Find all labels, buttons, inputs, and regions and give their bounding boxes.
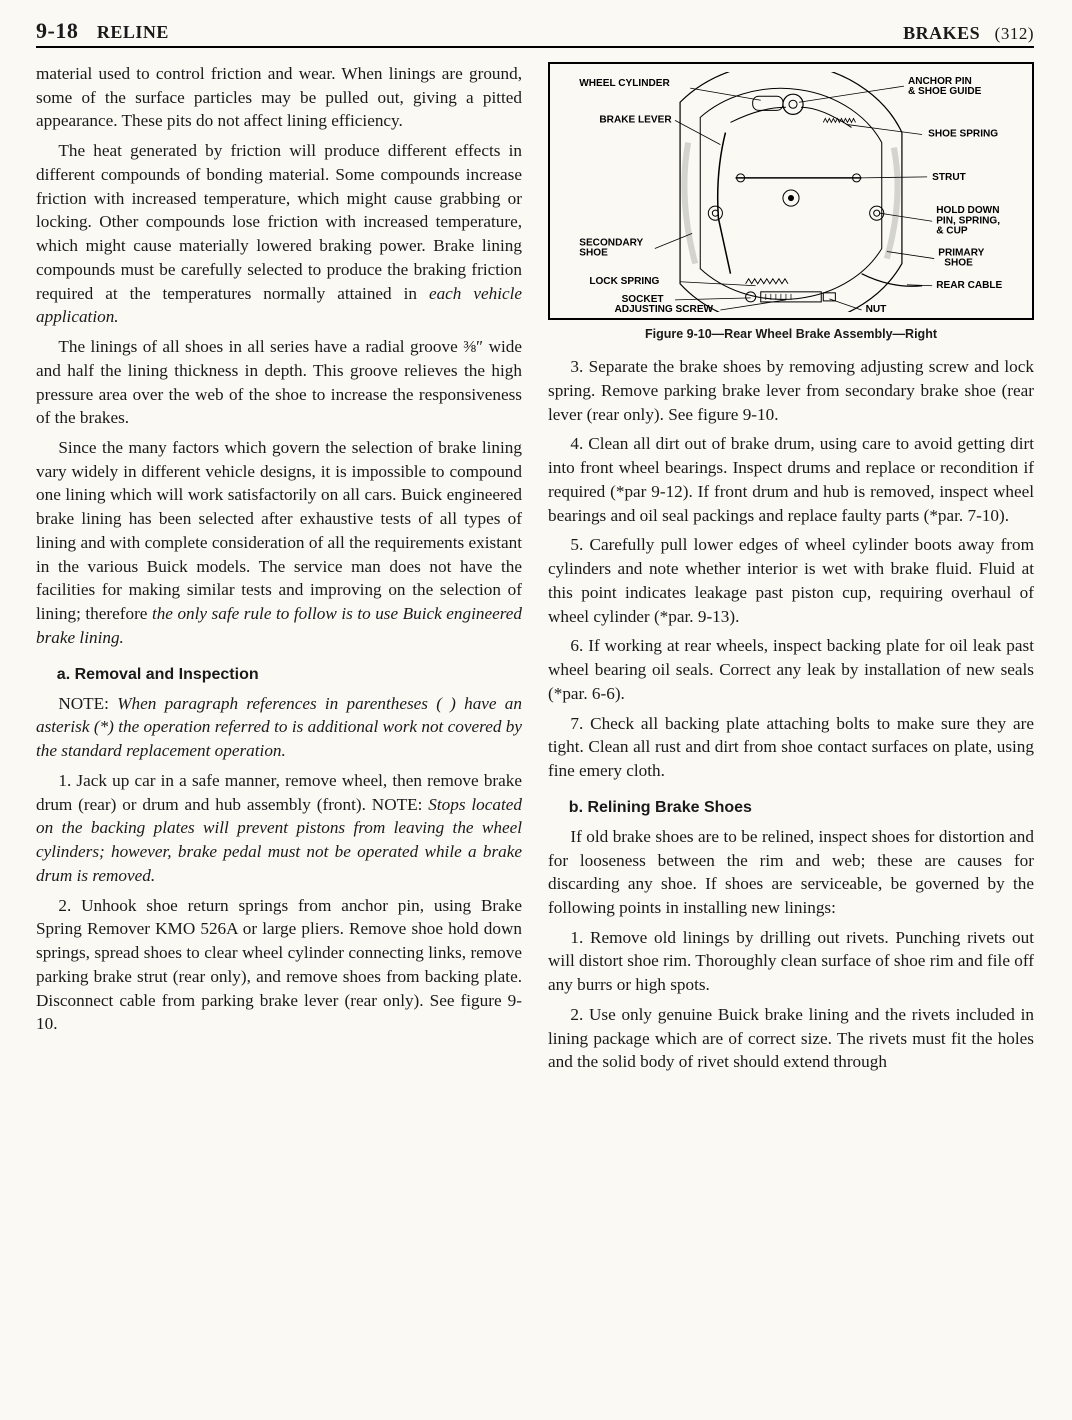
label-hold-down: HOLD DOWNPIN, SPRING,& CUP [936,205,1000,236]
label-nut: NUT [866,304,888,312]
para: The heat generated by friction will prod… [36,139,522,329]
header-right: BRAKES (312) [903,23,1034,44]
para: material used to control friction and we… [36,62,522,133]
right-column: WHEEL CYLINDER BRAKE LEVER ANCHOR PIN& S… [548,62,1034,1080]
step-5: 5. Carefully pull lower edges of wheel c… [548,533,1034,628]
page-header: 9-18 RELINE BRAKES (312) [36,18,1034,48]
figure-9-10: WHEEL CYLINDER BRAKE LEVER ANCHOR PIN& S… [548,62,1034,320]
para: The linings of all shoes in all series h… [36,335,522,430]
note: NOTE: When paragraph references in paren… [36,692,522,763]
subhead-b: b. Relining Brake Shoes [569,797,1034,819]
page-number: (312) [995,24,1034,43]
label-wheel-cylinder: WHEEL CYLINDER [579,78,670,89]
label-anchor-pin: ANCHOR PIN& SHOE GUIDE [908,76,982,97]
step-7: 7. Check all backing plate attaching bol… [548,712,1034,783]
label-rear-cable: REAR CABLE [936,280,1002,291]
para: If old brake shoes are to be relined, in… [548,825,1034,920]
label-strut: STRUT [932,172,966,183]
left-column: material used to control friction and we… [36,62,522,1080]
section-number: 9-18 [36,18,78,43]
note-label: NOTE: [58,694,117,713]
label-brake-lever: BRAKE LEVER [599,114,672,125]
brake-assembly-diagram: WHEEL CYLINDER BRAKE LEVER ANCHOR PIN& S… [556,72,1026,312]
page: 9-18 RELINE BRAKES (312) material used t… [0,0,1072,1420]
text: The heat generated by friction will prod… [36,141,522,302]
step-4: 4. Clean all dirt out of brake drum, usi… [548,432,1034,527]
label-secondary: SECONDARYSHOE [579,237,643,258]
reline-step-1: 1. Remove old linings by drilling out ri… [548,926,1034,997]
label-adj-screw: ADJUSTING SCREW [615,304,714,312]
step-6: 6. If working at rear wheels, inspect ba… [548,634,1034,705]
label-lock-spring: LOCK SPRING [589,276,659,287]
text: Since the many factors which govern the … [36,438,522,623]
label-shoe-spring: SHOE SPRING [928,129,998,140]
step-2: 2. Unhook shoe return springs from ancho… [36,894,522,1036]
section-title-left: RELINE [97,22,169,42]
step-1: 1. Jack up car in a safe manner, remove … [36,769,522,888]
para: Since the many factors which govern the … [36,436,522,650]
subhead-a: a. Removal and Inspection [57,664,522,686]
content-columns: material used to control friction and we… [36,62,1034,1080]
figure-caption: Figure 9-10—Rear Wheel Brake Assembly—Ri… [548,326,1034,343]
reline-step-2: 2. Use only genuine Buick brake lining a… [548,1003,1034,1074]
label-primary: PRIMARYSHOE [938,248,984,269]
section-title-right: BRAKES [903,23,980,43]
header-left: 9-18 RELINE [36,18,169,44]
step-3: 3. Separate the brake shoes by removing … [548,355,1034,426]
